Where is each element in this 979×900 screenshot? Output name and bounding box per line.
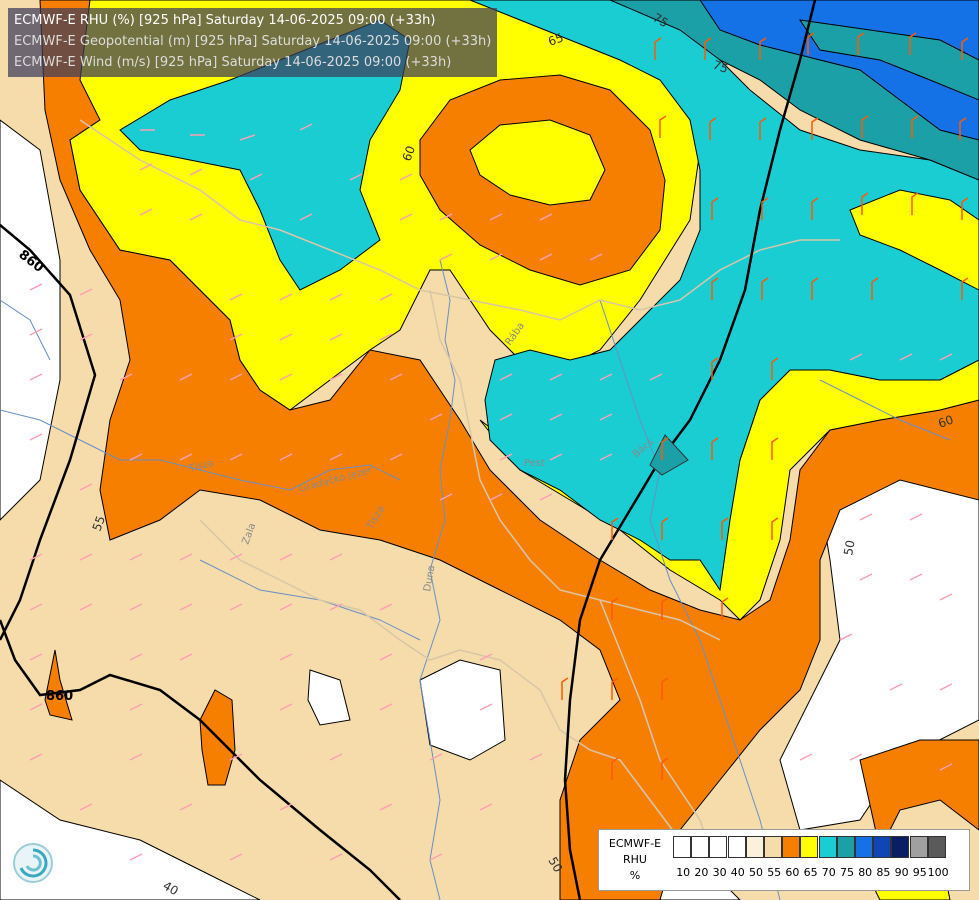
contour-label-75-b: 75 [711,58,730,76]
title-rhu: ECMWF-E RHU (%) [925 hPa] Saturday 14-06… [14,13,436,28]
provider-logo-icon [13,843,53,883]
legend-swatch [727,836,746,858]
legend-tick-label: 80 [858,866,873,879]
legend-tick-label: 40 [730,866,745,879]
legend-swatch [909,836,928,858]
geo-label-860-b: 860 [46,689,73,704]
legend-tick-label: 60 [785,866,800,879]
contour-label-65: 65 [546,30,565,48]
rhu-legend: ECMWF-E RHU % 10 20 30 40 50 55 60 65 70 75 80 85 90… [598,829,970,891]
label-duna: Duna [422,564,437,592]
rhu-60-ring [419,74,666,286]
title-geopotential: ECMWF-E Geopotential (m) [925 hPa] Satur… [14,34,492,49]
contour-label-50-b: 50 [545,855,565,875]
legend-tick-label: 70 [821,866,836,879]
legend-tick-label: 85 [876,866,891,879]
legend-tick-label: 55 [767,866,782,879]
marker-diamond [649,434,689,476]
legend-swatch [782,836,801,858]
legend-tick-label: 20 [694,866,709,879]
rhu-75-strip [798,19,979,101]
legend-swatch [836,836,855,858]
legend-swatch [709,836,728,858]
legend-tick-label: 50 [749,866,763,879]
legend-title-unit: % [629,869,641,882]
contour-label-50-a: 50 [841,539,857,556]
legend-tick-label: 65 [803,866,818,879]
wind-barbs-strong [561,32,969,780]
legend-title-model: ECMWF-E [608,837,662,850]
title-wind: ECMWF-E Wind (m/s) [925 hPa] Saturday 14… [14,55,452,70]
legend-swatch [891,836,910,858]
legend-swatch [855,836,873,858]
legend-tick-label: 10 [676,866,691,879]
legend-title: ECMWF-E RHU % [605,836,665,884]
legend-tick-label: 100 [927,866,949,879]
contour-label-55: 55 [90,514,108,533]
legend-swatch [927,836,946,858]
legend-swatch [691,836,710,858]
legend-title-param: RHU [623,853,647,866]
label-pest: Pest [524,458,545,469]
contour-label-60-a: 60 [400,144,418,163]
rhu-70-areas [119,0,979,592]
title-panel: ECMWF-E RHU (%) [925 hPa] Saturday 14-06… [8,8,498,77]
contour-label-60-b: 60 [936,412,955,430]
legend-swatch [873,836,892,858]
legend-tick-label: 75 [840,866,854,879]
wind-barbs-weak [29,123,953,861]
rivers [0,259,951,900]
legend-tick-label: 95 [912,866,927,879]
contour-label-75-a: 75 [651,10,671,30]
legend-swatch [764,836,782,858]
contour-labels: 65 75 75 60 60 55 50 50 40 860 860 [16,10,956,898]
legend-swatch [818,836,837,858]
legend-swatch [745,836,764,858]
legend-tick-label: 30 [712,866,727,879]
legend-swatch [800,836,819,858]
legend-tick-label: 90 [894,866,909,879]
legend-swatch [673,836,691,858]
rhu-80-areas [699,0,979,141]
contour-label-40: 40 [161,878,181,898]
